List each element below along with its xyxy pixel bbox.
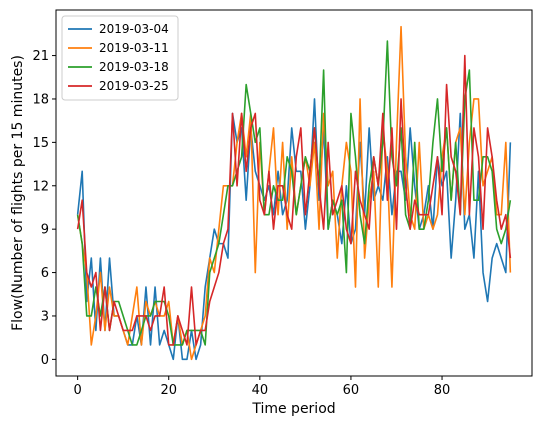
x-tick-label: 0	[73, 383, 81, 398]
y-tick-label: 12	[32, 179, 49, 194]
y-tick-label: 15	[32, 136, 49, 151]
x-tick-label: 80	[434, 383, 451, 398]
series-line-2019-03-25	[76, 54, 512, 346]
legend-label: 2019-03-25	[99, 79, 169, 93]
x-tick-label: 20	[160, 383, 177, 398]
legend-label: 2019-03-18	[99, 60, 169, 74]
y-axis-label: Flow(Number of flights per 15 minutes)	[10, 55, 26, 331]
x-axis-label: Time period	[251, 401, 335, 417]
legend-label: 2019-03-11	[99, 41, 169, 55]
x-axis: 0 20 40 60 80	[73, 376, 450, 398]
y-tick-label: 18	[32, 92, 49, 107]
x-tick-label: 40	[252, 383, 269, 398]
legend: 2019-03-04 2019-03-11 2019-03-18 2019-03-25	[61, 15, 179, 101]
axes-frame	[55, 9, 533, 377]
y-tick-label: 3	[41, 309, 49, 324]
legend-box	[61, 15, 179, 101]
y-tick-label: 21	[32, 49, 49, 64]
plot-lines	[76, 25, 512, 361]
x-tick-label: 60	[343, 383, 360, 398]
legend-label: 2019-03-04	[99, 22, 169, 36]
y-tick-label: 0	[41, 353, 49, 368]
y-tick-label: 9	[41, 223, 49, 238]
y-axis: 0 3 6 9 12 15 18 21	[32, 49, 56, 368]
y-tick-label: 6	[41, 266, 49, 281]
